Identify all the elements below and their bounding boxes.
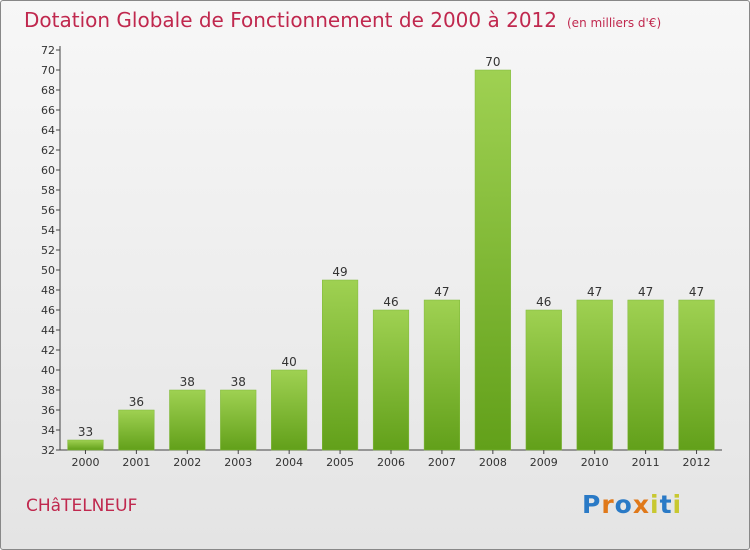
bar-value-label: 47 bbox=[434, 285, 449, 299]
y-tick-label: 62 bbox=[41, 144, 55, 157]
bar-value-label: 70 bbox=[485, 55, 500, 69]
logo-letter: i bbox=[672, 490, 683, 519]
x-tick-label: 2003 bbox=[224, 456, 252, 469]
bar-value-label: 46 bbox=[536, 295, 551, 309]
y-tick-label: 68 bbox=[41, 84, 55, 97]
bar bbox=[67, 439, 104, 451]
x-tick-label: 2011 bbox=[632, 456, 660, 469]
x-tick-label: 2005 bbox=[326, 456, 354, 469]
bar-value-label: 40 bbox=[282, 355, 297, 369]
x-tick-label: 2007 bbox=[428, 456, 456, 469]
bar bbox=[576, 299, 613, 451]
bar bbox=[525, 309, 562, 451]
y-tick-label: 44 bbox=[41, 324, 55, 337]
chart-subtitle: (en milliers d'€) bbox=[567, 16, 662, 30]
logo-letter: o bbox=[614, 490, 633, 519]
bar-value-label: 36 bbox=[129, 395, 144, 409]
y-tick-label: 42 bbox=[41, 344, 55, 357]
y-tick-label: 34 bbox=[41, 424, 55, 437]
logo-letter: r bbox=[601, 490, 615, 519]
y-tick-label: 66 bbox=[41, 104, 55, 117]
bar-value-label: 38 bbox=[180, 375, 195, 389]
y-tick-label: 40 bbox=[41, 364, 55, 377]
y-tick-label: 48 bbox=[41, 284, 55, 297]
bar bbox=[678, 299, 715, 451]
x-tick-label: 2010 bbox=[581, 456, 609, 469]
bar bbox=[271, 369, 308, 451]
y-tick-label: 50 bbox=[41, 264, 55, 277]
y-tick-label: 60 bbox=[41, 164, 55, 177]
y-tick-label: 54 bbox=[41, 224, 55, 237]
x-tick-label: 2004 bbox=[275, 456, 303, 469]
y-tick-label: 38 bbox=[41, 384, 55, 397]
y-tick-label: 70 bbox=[41, 64, 55, 77]
x-tick-label: 2006 bbox=[377, 456, 405, 469]
bar-value-label: 47 bbox=[689, 285, 704, 299]
proxiti-logo: Proxiti bbox=[582, 490, 682, 519]
bar-value-label: 33 bbox=[78, 425, 93, 439]
y-axis-ticks: 32 34 36 38 40 42 44 46 48 50 52 54 56 58 60 62 64 66 68 70… bbox=[41, 44, 60, 457]
x-tick-label: 2002 bbox=[173, 456, 201, 469]
x-tick-label: 2001 bbox=[122, 456, 150, 469]
town-name: CHâTELNEUF bbox=[26, 496, 138, 516]
bar bbox=[627, 299, 664, 451]
x-tick-label: 2000 bbox=[71, 456, 99, 469]
x-tick-label: 2012 bbox=[683, 456, 711, 469]
bar-value-label: 47 bbox=[638, 285, 653, 299]
logo-letter: i bbox=[650, 490, 660, 519]
bar-value-label: 49 bbox=[332, 265, 347, 279]
bar-value-label: 47 bbox=[587, 285, 602, 299]
y-tick-label: 58 bbox=[41, 184, 55, 197]
y-tick-label: 56 bbox=[41, 204, 55, 217]
logo-letter: P bbox=[582, 490, 602, 519]
x-tick-label: 2009 bbox=[530, 456, 558, 469]
y-tick-label: 36 bbox=[41, 404, 55, 417]
x-axis-ticks: 2000 2001 2002 2003 2004 2005 2006 2007 2008 2009… bbox=[71, 450, 711, 469]
x-tick-label: 2008 bbox=[479, 456, 507, 469]
logo-letter: t bbox=[659, 490, 673, 519]
y-tick-label: 52 bbox=[41, 244, 55, 257]
y-tick-label: 64 bbox=[41, 124, 55, 137]
bar-value-label: 46 bbox=[383, 295, 398, 309]
bar bbox=[474, 69, 511, 451]
bar bbox=[423, 299, 460, 451]
bar bbox=[322, 279, 359, 451]
bar bbox=[220, 389, 257, 451]
y-tick-label: 72 bbox=[41, 44, 55, 57]
y-tick-label: 46 bbox=[41, 304, 55, 317]
chart-title: Dotation Globale de Fonctionnement de 20… bbox=[24, 8, 557, 32]
chart-title-block: Dotation Globale de Fonctionnement de 20… bbox=[24, 8, 661, 32]
y-tick-label: 32 bbox=[41, 444, 55, 457]
bar bbox=[118, 409, 155, 451]
logo-letter: x bbox=[632, 490, 650, 519]
bar bbox=[372, 309, 410, 451]
bar bbox=[169, 389, 206, 451]
bar-series: 33 36 38 38 40 49 46 47 70 46 47 47 47 bbox=[67, 55, 715, 451]
bar-value-label: 38 bbox=[231, 375, 246, 389]
